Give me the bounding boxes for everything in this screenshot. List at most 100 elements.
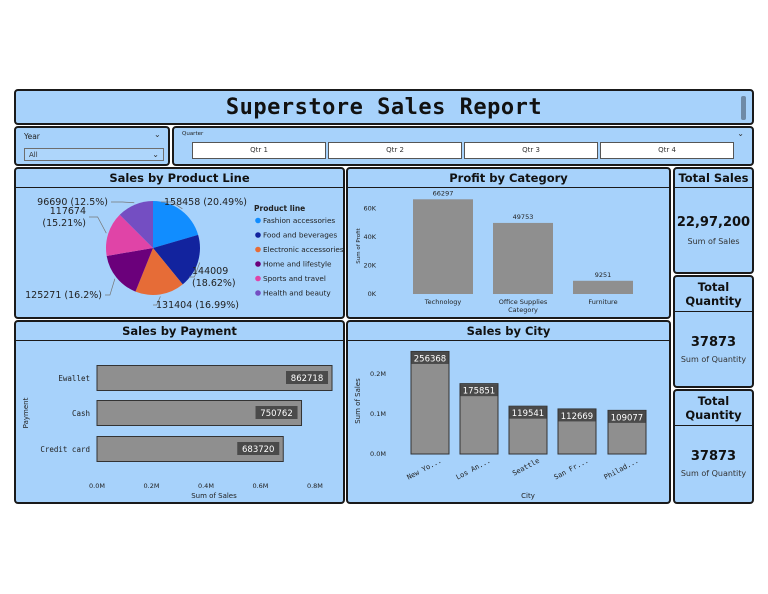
year-slicer[interactable]: Year ⌄ All ⌄ bbox=[14, 126, 170, 166]
profit-y-tick-label: 40K bbox=[363, 233, 376, 241]
pie-data-label: 96690 (12.5%) bbox=[37, 197, 108, 208]
kpi-card-total-quantity: Total Quantity 37873 Sum of Quantity bbox=[673, 275, 754, 388]
city-data-label-bg bbox=[558, 409, 596, 422]
pie-leader-line bbox=[153, 296, 161, 306]
kpi-title: Total Sales bbox=[675, 171, 752, 188]
quarter-button-qtr3[interactable]: Qtr 3 bbox=[464, 142, 598, 159]
pie-data-label: (18.62%) bbox=[192, 278, 236, 289]
sales-by-product-line-panel: Sales by Product Line 158458 (20.49%) 144… bbox=[14, 167, 345, 319]
pie-chart: 158458 (20.49%) 144009(18.62%) 131404 (16.… bbox=[25, 197, 343, 311]
pie-legend-title: Product line bbox=[254, 204, 305, 213]
pie-leader-line bbox=[105, 278, 116, 296]
pie-data-label: 144009 bbox=[192, 266, 228, 277]
payment-x-axis-title: Sum of Sales bbox=[191, 492, 237, 500]
payment-y-axis-title: Payment bbox=[22, 397, 30, 428]
pie-slice-fashion-accessories bbox=[153, 201, 199, 248]
quarter-button-qtr4[interactable]: Qtr 4 bbox=[600, 142, 734, 159]
profit-bar-chart: Sum of Profit 0K 20K 40K 60K 66297 Technology 4… bbox=[356, 189, 633, 314]
header-scrollbar[interactable] bbox=[741, 96, 746, 120]
profit-bar bbox=[413, 199, 473, 294]
kpi-title: Total Quantity bbox=[675, 394, 752, 426]
pie-legend-marker bbox=[255, 290, 261, 296]
payment-y-tick-label: Ewallet bbox=[58, 374, 90, 383]
kpi-value: 37873 bbox=[690, 335, 737, 350]
sales-by-city-panel: Sales by City Sum of Sales 0.0M 0.1M 0.2M 25… bbox=[346, 320, 671, 504]
city-data-label-bg bbox=[460, 384, 498, 397]
profit-bar bbox=[493, 222, 553, 294]
city-y-axis-title: Sum of Sales bbox=[354, 378, 362, 424]
pie-data-label: 125271 (16.2%) bbox=[25, 290, 102, 301]
city-chart-title: Sales by City bbox=[348, 322, 669, 341]
pie-data-label: (15.21%) bbox=[42, 218, 86, 229]
sales-by-payment-panel: Sales by Payment Payment Ewallet 862718 Cas… bbox=[14, 320, 345, 504]
city-data-label: 175851 bbox=[463, 387, 495, 397]
city-x-tick-label: Philad... bbox=[603, 457, 640, 482]
chevron-down-icon[interactable]: ⌄ bbox=[737, 129, 744, 138]
profit-x-tick-label: Office Supplies bbox=[499, 298, 548, 306]
pie-leader-line bbox=[161, 201, 183, 210]
pie-legend-marker bbox=[255, 246, 261, 253]
profit-y-tick-label: 0K bbox=[368, 290, 377, 298]
city-bar bbox=[410, 350, 450, 455]
pie-slice-health-and-beauty bbox=[119, 201, 153, 248]
pie-legend-item: Sports and travel bbox=[263, 274, 326, 283]
city-data-label: 256368 bbox=[414, 354, 446, 364]
quarter-button-qtr2[interactable]: Qtr 2 bbox=[328, 142, 462, 159]
profit-data-label: 9251 bbox=[595, 271, 612, 279]
pie-legend-marker bbox=[255, 217, 261, 224]
payment-data-label: 862718 bbox=[291, 374, 323, 384]
payment-chart-title: Sales by Payment bbox=[16, 322, 343, 341]
report-title: Superstore Sales Report bbox=[225, 95, 543, 120]
kpi-card-total-sales: Total Sales 22,97,200 Sum of Sales bbox=[673, 167, 754, 274]
pie-data-label: 117674 bbox=[50, 206, 86, 217]
pie-legend-item: Home and lifestyle bbox=[263, 260, 332, 269]
pie-leader-line bbox=[89, 216, 107, 234]
pie-slice-electronic-accessories bbox=[135, 248, 183, 295]
chevron-down-icon[interactable]: ⌄ bbox=[154, 130, 161, 139]
year-dropdown[interactable]: All ⌄ bbox=[24, 148, 164, 161]
city-y-tick-label: 0.1M bbox=[370, 410, 386, 418]
city-data-label-bg bbox=[411, 351, 449, 364]
pie-data-label: 158458 (20.49%) bbox=[164, 197, 247, 208]
payment-x-tick-label: 0.6M bbox=[252, 482, 268, 490]
city-data-label: 119541 bbox=[512, 409, 544, 419]
payment-data-label-bg bbox=[255, 406, 298, 419]
kpi-subtitle: Sum of Sales bbox=[687, 237, 740, 246]
city-x-tick-label: San Fr... bbox=[553, 457, 590, 482]
city-data-label: 112669 bbox=[561, 412, 593, 422]
pie-legend-item: Fashion accessories bbox=[263, 216, 335, 225]
profit-data-label: 49753 bbox=[513, 213, 534, 221]
pie-data-label: 131404 (16.99%) bbox=[156, 300, 239, 311]
profit-x-tick-label: Technology bbox=[424, 298, 462, 306]
report-header: Superstore Sales Report bbox=[14, 89, 754, 125]
pie-slice-food-and-beverages bbox=[153, 234, 200, 285]
pie-legend-marker bbox=[255, 275, 261, 282]
pie-legend-marker bbox=[255, 232, 261, 238]
year-dropdown-value: All bbox=[29, 151, 38, 159]
pie-chart-title: Sales by Product Line bbox=[16, 169, 343, 188]
city-y-tick-label: 0.0M bbox=[370, 450, 386, 458]
quarter-slicer[interactable]: Quarter ⌄ Qtr 1 Qtr 2 Qtr 3 Qtr 4 bbox=[172, 126, 754, 166]
pie-legend-item: Health and beauty bbox=[263, 289, 331, 298]
payment-y-tick-label: Cash bbox=[72, 409, 90, 418]
city-y-tick-label: 0.2M bbox=[370, 370, 386, 378]
pie-legend-item: Electronic accessories bbox=[263, 245, 343, 254]
city-x-tick-label: Seattle bbox=[511, 457, 541, 478]
pie-legend-marker bbox=[255, 261, 261, 267]
profit-data-label: 66297 bbox=[433, 189, 454, 197]
payment-data-label-bg bbox=[286, 371, 329, 384]
quarter-button-qtr1[interactable]: Qtr 1 bbox=[192, 142, 326, 159]
quarter-slicer-label: Quarter bbox=[182, 131, 204, 137]
payment-x-tick-label: 0.4M bbox=[198, 482, 214, 490]
payment-bar-chart: Payment Ewallet 862718 Cash 750762 Credit car… bbox=[22, 365, 333, 500]
payment-x-tick-label: 0.8M bbox=[307, 482, 323, 490]
payment-data-label: 683720 bbox=[242, 445, 274, 455]
city-x-tick-label: Los An... bbox=[455, 457, 492, 482]
city-data-label-bg bbox=[608, 410, 646, 423]
city-x-axis-title: City bbox=[521, 492, 535, 500]
year-slicer-label: Year bbox=[24, 132, 40, 141]
profit-y-tick-label: 20K bbox=[363, 261, 376, 269]
city-data-label-bg bbox=[509, 406, 547, 419]
pie-leader-line bbox=[189, 262, 201, 278]
chevron-down-icon: ⌄ bbox=[152, 150, 159, 159]
